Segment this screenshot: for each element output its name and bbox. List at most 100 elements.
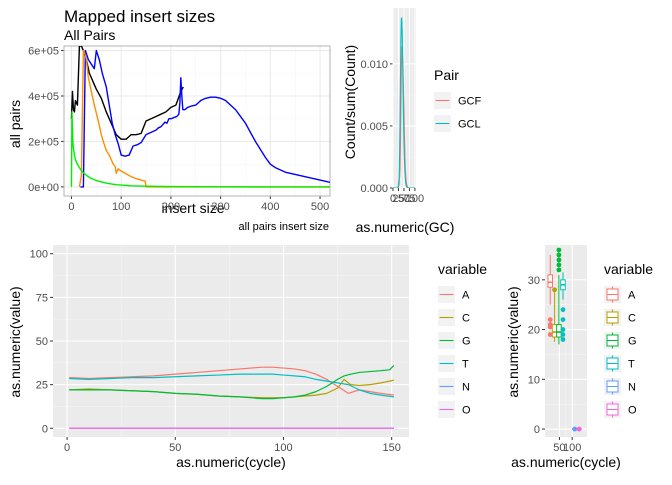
y-tick-label: 0.000 (360, 183, 388, 195)
box-outlier (560, 307, 566, 313)
x-axis-title: as.numeric(GC) (356, 219, 455, 235)
legend-label-g: G (628, 336, 637, 348)
box-outlier (556, 267, 562, 273)
legend-title: Pair (434, 67, 459, 83)
x-tick-label: 100 (112, 201, 130, 213)
y-tick-label: 0 (534, 424, 540, 436)
y-axis-title: as.numeric(value) (505, 286, 521, 397)
y-tick-label: 100 (30, 249, 48, 261)
box-outlier (560, 317, 566, 323)
legend-label-g: G (462, 336, 471, 348)
x-tick-label: 75 (403, 193, 415, 205)
chart-subtitle: All Pairs (64, 27, 115, 43)
x-tick-label: 0 (390, 193, 396, 205)
series-line-a (69, 366, 394, 396)
x-tick-label: 50 (398, 193, 410, 205)
x-axis-title: as.numeric(cycle) (511, 454, 621, 470)
chart-title: Mapped insert sizes (64, 7, 215, 26)
x-tick-label: 100 (274, 442, 292, 454)
box-t (560, 272, 566, 342)
y-tick-label: 75 (36, 292, 48, 304)
box-o (576, 426, 582, 432)
series-line-3 (70, 111, 330, 188)
box-outlier (560, 332, 566, 337)
box-body (556, 324, 562, 338)
y-tick-label: 0.005 (360, 121, 388, 133)
x-tick-label: 150 (383, 442, 401, 454)
legend-title: variable (438, 261, 487, 277)
legend-label-gcl: GCL (458, 119, 481, 131)
box-outlier (560, 327, 566, 332)
box-outlier (556, 247, 562, 253)
series-line-t (69, 373, 394, 398)
box-body (547, 274, 553, 288)
box-outlier (572, 426, 578, 432)
legend-label-t: T (628, 359, 635, 371)
legend-label-c: C (462, 313, 470, 325)
series-line-1 (80, 49, 330, 188)
x-tick-label: 400 (261, 201, 279, 213)
legend-label-a: A (628, 290, 636, 302)
legend-label-n: N (462, 382, 470, 394)
box-g (556, 247, 562, 345)
y-axis-title: as.numeric(value) (7, 286, 23, 397)
series-line-gcl (393, 17, 415, 188)
y-tick-label: 0e+00 (28, 182, 59, 194)
box-body (551, 324, 558, 338)
x-tick-label: 500 (311, 201, 329, 213)
box-outlier (547, 324, 553, 330)
box-outlier (547, 317, 553, 323)
insert-size-chart: Mapped insert sizes All Pairs insert siz… (7, 7, 331, 233)
box-outlier (556, 257, 562, 263)
plot-frame (63, 45, 331, 197)
box-outlier (576, 426, 582, 432)
y-tick-label: 30 (528, 275, 540, 287)
x-axis-title: insert size (161, 200, 224, 216)
series-group (393, 17, 415, 188)
box-c (551, 287, 558, 342)
series-group (70, 46, 330, 188)
legend-label-n: N (628, 382, 636, 394)
legend-label-t: T (462, 359, 469, 371)
y-tick-label: 4e+05 (28, 91, 59, 103)
legend-label-o: O (628, 405, 637, 417)
legend-label-c: C (628, 313, 636, 325)
y-tick-label: 0.010 (360, 59, 388, 71)
x-tick-label: 200 (162, 201, 180, 213)
box-outlier (547, 332, 553, 337)
base-composition-line-chart: as.numeric(cycle) as.numeric(value) vari… (7, 245, 487, 470)
chart-caption: all pairs insert size (239, 221, 329, 233)
x-tick-label: 100 (406, 193, 424, 205)
y-tick-label: 2e+05 (28, 136, 59, 148)
x-tick-label: 25 (392, 193, 404, 205)
legend-label-gcf: GCF (458, 96, 482, 108)
y-tick-label: 0 (42, 423, 48, 435)
base-composition-box-chart: as.numeric(cycle) as.numeric(value) vari… (505, 245, 653, 470)
legend-label-a: A (462, 290, 470, 302)
box-a (547, 254, 553, 337)
x-axis-title: as.numeric(cycle) (176, 454, 286, 470)
y-tick-label: 6e+05 (28, 46, 59, 58)
legend-title: variable (604, 261, 653, 277)
x-tick-label: 100 (563, 442, 581, 454)
box-outlier (560, 337, 566, 342)
series-line-g (69, 365, 395, 400)
box-outlier (556, 262, 562, 268)
y-tick-label: 50 (36, 336, 48, 348)
y-tick-label: 10 (528, 374, 540, 386)
box-outlier (552, 287, 557, 293)
y-axis-title: all pairs (7, 100, 23, 148)
x-tick-label: 0 (68, 201, 74, 213)
x-tick-label: 300 (211, 201, 229, 213)
box-outlier (556, 252, 562, 258)
y-axis-title: Count/sum(Count) (342, 45, 358, 159)
x-tick-label: 50 (553, 442, 565, 454)
x-tick-label: 50 (169, 442, 181, 454)
gc-content-chart: as.numeric(GC) Count/sum(Count) Pair 0.0… (342, 8, 482, 235)
x-tick-label: 0 (64, 442, 70, 454)
plot-background (64, 46, 330, 196)
y-tick-label: 20 (528, 325, 540, 337)
legend-label-o: O (462, 405, 471, 417)
